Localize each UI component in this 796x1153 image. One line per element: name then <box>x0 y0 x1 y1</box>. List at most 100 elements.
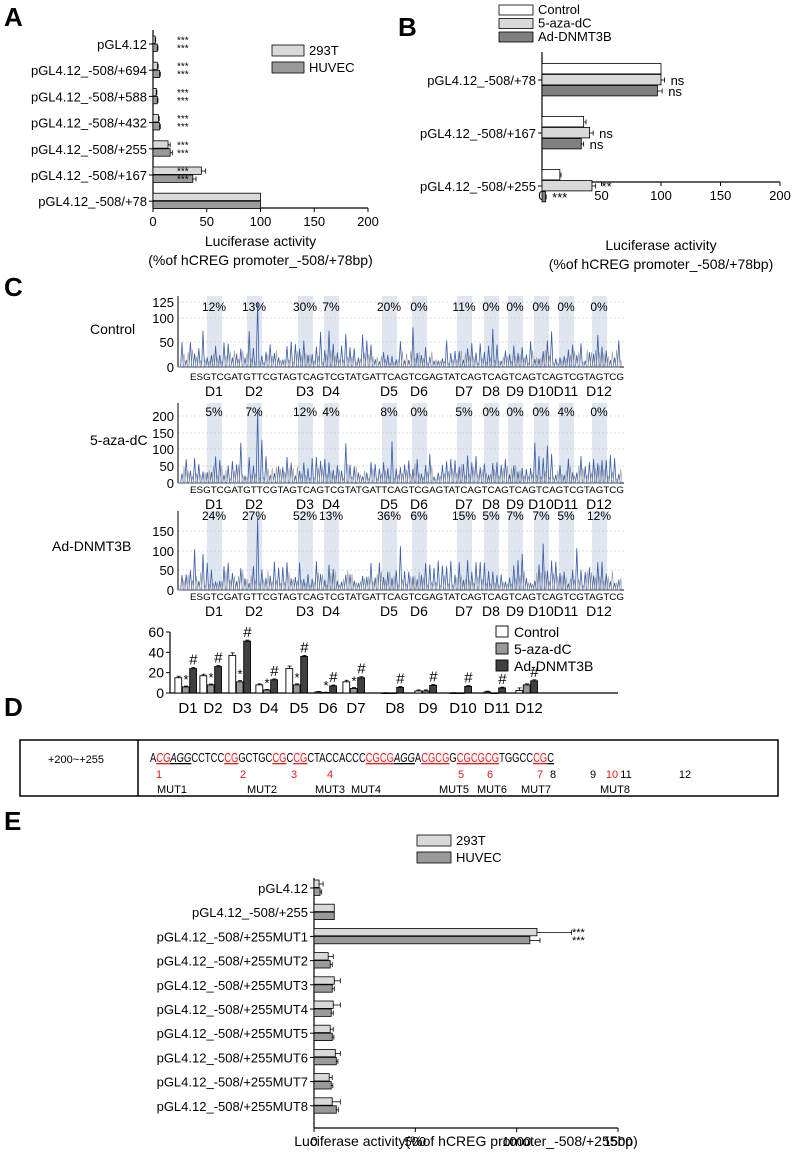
panel-b-chart: 050100150200pGL4.12_-508/+78nsnspGL4.12_… <box>420 2 791 272</box>
site-band <box>508 296 523 367</box>
sequence-text: ESGTCGATGTTCGTAGTCAGTCGTATGATTCAGTCGAGTA… <box>190 372 624 382</box>
y-tick-label: 200 <box>152 409 174 424</box>
bar <box>357 677 365 694</box>
legend-label: Ad-DNMT3B <box>538 29 612 44</box>
site-label: D9 <box>506 496 524 512</box>
star-marker: * <box>323 678 328 693</box>
bar <box>464 685 472 694</box>
y-tick-label: 100 <box>152 442 174 457</box>
methylation-percent: 15% <box>452 509 476 523</box>
category-label: D4 <box>259 700 278 717</box>
sequence-segment: GCTGC <box>238 750 272 765</box>
bar <box>329 685 337 694</box>
category-label: pGL4.12 <box>97 37 147 52</box>
bar <box>313 1105 337 1114</box>
methylation-percent: 5% <box>455 405 473 419</box>
bar <box>214 666 222 694</box>
y-tick-label: 0 <box>167 360 174 375</box>
methylation-percent: 13% <box>319 509 343 523</box>
mutation-label: MUT8 <box>600 784 630 796</box>
bar <box>541 85 658 97</box>
legend-swatch <box>498 4 534 16</box>
x-tick-label: 200 <box>769 188 791 203</box>
sequence-segment: CG <box>293 750 307 765</box>
site-label: D11 <box>554 496 579 512</box>
cpg-site-number: 7 <box>537 769 543 781</box>
hash-marker: # <box>530 664 539 681</box>
bar <box>152 96 158 105</box>
bar <box>206 684 215 694</box>
bar <box>313 1008 332 1017</box>
x-axis-label-2: (%of hCREG promoter_-508/+78bp) <box>549 256 774 272</box>
category-label: D9 <box>418 700 437 717</box>
star-marker: * <box>351 674 356 689</box>
bar <box>152 148 171 157</box>
site-band <box>324 403 339 483</box>
legend-swatch <box>495 625 509 638</box>
bar <box>342 681 351 694</box>
bar <box>313 1049 336 1058</box>
site-band <box>484 296 499 367</box>
site-band <box>412 296 427 367</box>
significance-label: ns <box>668 84 682 99</box>
methylation-percent: 0% <box>590 405 608 419</box>
methylation-percent: 0% <box>410 405 428 419</box>
x-axis-label: Luciferase activity <box>605 237 716 253</box>
bar <box>189 668 197 694</box>
sequence-text: ESGTCGATGTTCGTAGTCAGTCGTATGATTCAGTCGAGTA… <box>190 592 624 602</box>
bar <box>530 680 538 694</box>
category-label: pGL4.12_-508/+255 <box>192 905 308 920</box>
x-axis-label-2: (%of hCREG promoter_-508/+78bp) <box>148 252 373 268</box>
category-label: pGL4.12_-508/+255 <box>420 179 536 194</box>
bar <box>152 69 160 78</box>
y-tick-label: 0 <box>167 476 174 491</box>
methylation-percent: 0% <box>506 300 524 314</box>
category-label: pGL4.12 <box>258 881 308 896</box>
chromatogram-trace-secondary <box>178 349 623 368</box>
methylation-percent: 52% <box>293 509 317 523</box>
methylation-percent: 6% <box>410 509 428 523</box>
y-tick-label: 50 <box>160 335 174 350</box>
site-label: D1 <box>205 383 223 399</box>
bar <box>255 684 264 694</box>
category-label: D10 <box>449 700 477 717</box>
bar <box>313 911 335 921</box>
bar <box>313 1081 332 1090</box>
sequence-segment: CCTCC <box>191 750 224 765</box>
category-label: D12 <box>515 700 543 717</box>
bar <box>292 684 301 694</box>
methylation-percent: 0% <box>590 300 608 314</box>
significance-label: ns <box>599 126 613 141</box>
panel-label-e: E <box>4 806 21 836</box>
trace-label: Ad-DNMT3B <box>52 538 131 554</box>
methylation-percent: 12% <box>202 300 226 314</box>
x-tick-label: 200 <box>357 214 379 229</box>
cpg-site-number: 4 <box>327 769 333 781</box>
significance-label: *** <box>177 96 189 107</box>
site-band <box>412 403 427 483</box>
category-label: pGL4.12_-508/+694 <box>31 63 147 78</box>
site-label: D2 <box>245 383 263 399</box>
cpg-site-number: 8 <box>550 769 556 781</box>
site-label: D8 <box>482 496 500 512</box>
cpg-site-number: 9 <box>590 769 596 781</box>
site-band <box>534 403 549 483</box>
bar <box>152 192 261 201</box>
category-label: D2 <box>203 700 222 717</box>
sequence-line: ACGAGGCCTCCCGGCTGCCGCCGCTACCACCCCGCGAGGA… <box>150 750 554 765</box>
bar <box>313 936 531 945</box>
panel-e-chart: 0 500 1000 1500 pGL4.12 pGL4.12_-508/+255 pGL4… <box>157 833 638 1149</box>
sequence-segment: G <box>449 750 456 765</box>
x-tick-label: 150 <box>710 188 732 203</box>
site-band <box>207 403 222 483</box>
bar <box>313 960 331 969</box>
category-label: D7 <box>346 700 365 717</box>
legend-swatch <box>271 61 305 74</box>
site-label: D8 <box>482 603 500 619</box>
sequence-segment: CGCG <box>421 750 449 765</box>
chromatogram-trace <box>178 301 621 368</box>
mutation-label: MUT3 <box>315 784 345 796</box>
mutation-label: MUT4 <box>351 784 381 796</box>
x-tick-label: 50 <box>594 188 608 203</box>
